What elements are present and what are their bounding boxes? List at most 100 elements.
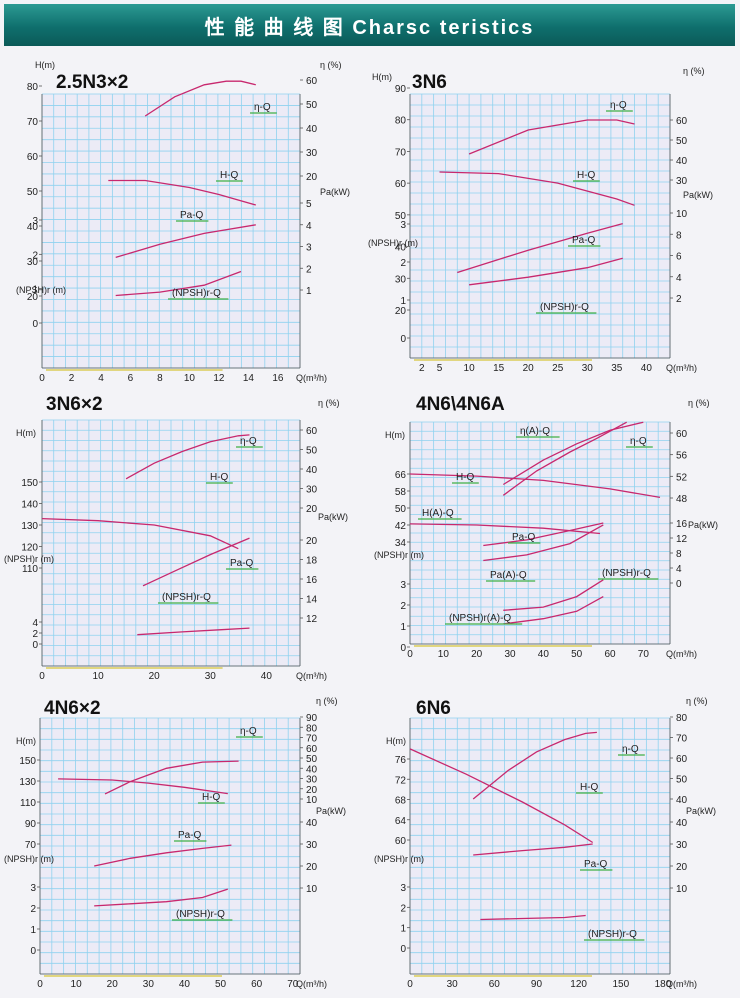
y2-tick-label: 1: [306, 286, 312, 297]
y2-tick-label: 50: [676, 775, 688, 786]
x-axis-label: Q(m³/h): [666, 649, 697, 659]
y-tick-label: 130: [19, 777, 36, 788]
y2-axis-label: Pa(kW): [320, 187, 350, 197]
x-tick-label: 15: [493, 363, 505, 374]
y-tick-label: 50: [395, 504, 407, 515]
y2-tick-label: 50: [306, 446, 318, 457]
y-tick-label: 0: [400, 334, 406, 345]
x-tick-label: 0: [407, 979, 413, 990]
y-tick-label: 0: [32, 640, 38, 651]
y-axis-label: H(m): [372, 72, 392, 82]
y2-tick-label: 2: [676, 294, 682, 305]
chart-title: 3N6: [412, 72, 447, 93]
y2-axis-label: η (%): [688, 398, 710, 408]
y2-axis-label: η (%): [683, 66, 705, 76]
series-q: [144, 80, 256, 117]
series-q: [468, 119, 635, 155]
y2-tick-label: 12: [676, 534, 688, 545]
y2-axis-label: Pa(kW): [318, 512, 348, 522]
y-tick-label: 130: [21, 521, 38, 532]
y2-tick-label: 8: [676, 230, 682, 241]
y2-tick-label: 20: [306, 504, 318, 515]
x-tick-label: 40: [261, 671, 273, 682]
y-tick-label: 150: [21, 478, 38, 489]
y2-tick-label: 6: [676, 252, 682, 263]
x-tick-label: 150: [612, 979, 629, 990]
y-tick-label: 60: [395, 179, 407, 190]
y2-tick-label: 60: [306, 744, 318, 755]
series-npsh-r-q: [480, 914, 586, 921]
y-tick-label: 120: [21, 543, 38, 554]
x-tick-label: 90: [531, 979, 543, 990]
y2-tick-label: 4: [306, 221, 312, 232]
series-npsh-r-q: [137, 627, 250, 636]
series-h-a-q: [409, 523, 601, 535]
x-tick-label: 60: [604, 649, 616, 660]
series-pa-q: [142, 537, 250, 587]
y2-tick-label: 80: [306, 723, 318, 734]
y2-tick-label: 10: [306, 795, 318, 806]
y-tick-label: 1: [400, 924, 406, 935]
y-tick-label: 3: [400, 220, 406, 231]
y2-tick-label: 60: [306, 426, 318, 437]
y-tick-label: 2: [30, 904, 36, 915]
x-tick-label: 50: [215, 979, 227, 990]
y2-tick-label: 60: [676, 116, 688, 127]
y-tick-label: 40: [27, 222, 39, 233]
series-tag-q: η-Q: [254, 102, 271, 113]
chart-6n6: 60 64 68 72 76 H(m) 0 1 2 3 (NPSH)r (m) 40 50 60 70 80 η…: [374, 696, 716, 990]
y2-tick-label: 30: [306, 485, 318, 496]
series-tag-q: η-Q: [240, 436, 257, 447]
y2-tick-label: 16: [676, 519, 688, 530]
x-tick-label: 20: [149, 671, 161, 682]
series-tag-q: η-Q: [630, 436, 647, 447]
y-tick-label: 90: [395, 84, 407, 95]
y-tick-label: 0: [30, 946, 36, 957]
series-tag-q: η-Q: [240, 726, 257, 737]
series-tag-npsh-r-q: (NPSH)r-Q: [602, 568, 651, 579]
y-tick-label: 3: [400, 580, 406, 591]
y-tick-label: 0: [400, 643, 406, 654]
x-tick-label: 60: [489, 979, 501, 990]
y2-tick-label: 40: [676, 818, 688, 829]
chart-title: 6N6: [416, 698, 451, 719]
series-npsh-r-a-q: [503, 596, 604, 625]
y-tick-label: 2: [400, 258, 406, 269]
y-tick-label: 20: [27, 292, 39, 303]
y-axis-label: (NPSH)r (m): [4, 854, 54, 864]
y2-tick-label: 48: [676, 494, 688, 505]
x-tick-label: 70: [287, 979, 299, 990]
x-tick-label: 20: [107, 979, 119, 990]
page-title: 性 能 曲 线 图 Charsc teristics: [204, 16, 535, 39]
y-tick-label: 70: [395, 147, 407, 158]
x-tick-label: 60: [251, 979, 263, 990]
y2-tick-label: 60: [676, 429, 688, 440]
x-tick-label: 12: [213, 373, 225, 384]
y2-tick-label: 56: [676, 451, 688, 462]
y2-tick-label: 30: [306, 840, 318, 851]
y2-tick-label: 30: [306, 775, 318, 786]
y-axis-label: H(m): [35, 60, 55, 70]
y-axis-label: H(m): [386, 736, 406, 746]
series-tag-h-q: H-Q: [202, 792, 221, 803]
x-tick-label: 0: [37, 979, 43, 990]
series-npsh-r-q: [503, 579, 604, 611]
y2-tick-label: 40: [306, 465, 318, 476]
series-tag-npsh-r-q: (NPSH)r-Q: [172, 288, 221, 299]
y-tick-label: 3: [30, 883, 36, 894]
y2-tick-label: 20: [676, 862, 688, 873]
y-tick-label: 4: [32, 618, 38, 629]
y-tick-label: 20: [395, 306, 407, 317]
y2-axis-label: η (%): [320, 60, 342, 70]
series-pa-q: [94, 844, 232, 867]
y-tick-label: 2: [32, 629, 38, 640]
y2-axis-label: η (%): [316, 696, 338, 706]
series-pa-q: [473, 843, 593, 856]
y-tick-label: 30: [395, 274, 407, 285]
y-tick-label: 58: [395, 487, 407, 498]
x-tick-label: 30: [504, 649, 516, 660]
y2-tick-label: 18: [306, 556, 318, 567]
x-tick-label: 35: [611, 363, 623, 374]
x-tick-label: 16: [272, 373, 284, 384]
